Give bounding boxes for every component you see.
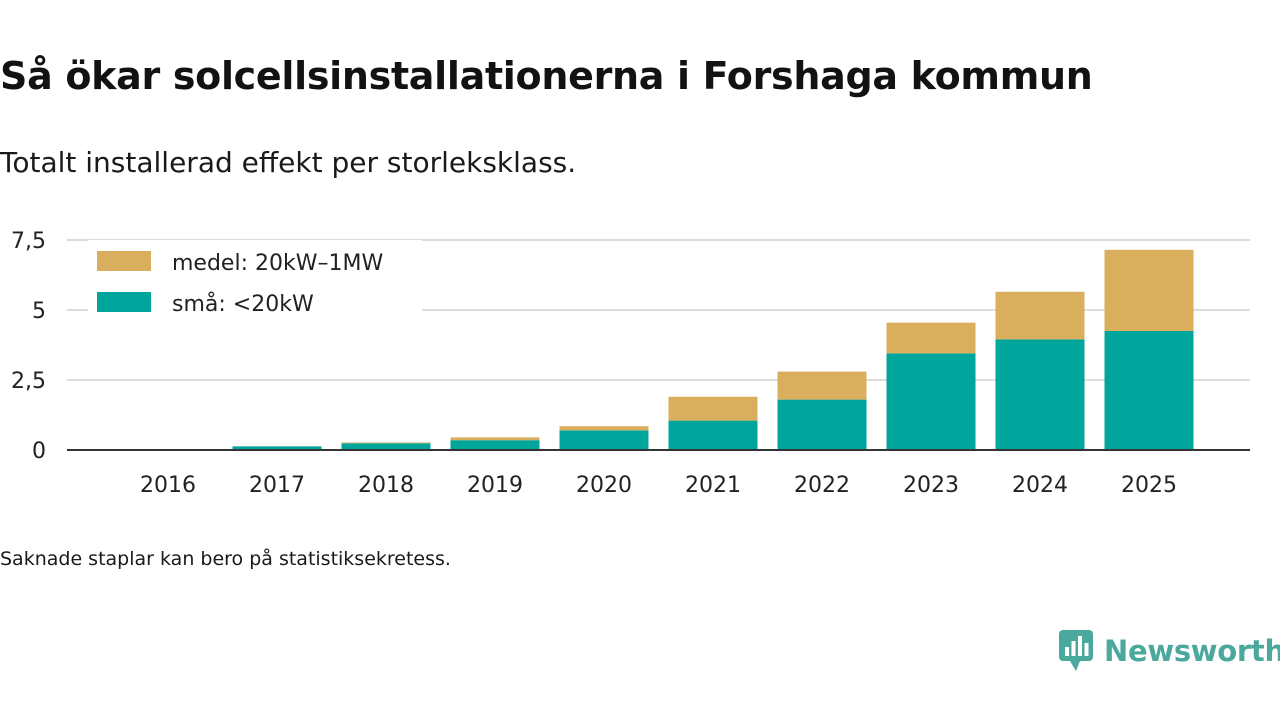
bar-segment-sma-2025: [1104, 331, 1194, 450]
bar-segment-medel-2020: [559, 426, 649, 431]
chart-subtitle: Totalt installerad effekt per storlekskl…: [0, 146, 577, 179]
bar-segment-medel-2023: [886, 322, 976, 354]
bar-segment-sma-2024: [995, 339, 1085, 450]
bar-segment-medel-2022: [777, 371, 867, 400]
x-tick-label: 2025: [1121, 473, 1177, 498]
chart-bubble-icon: [1059, 630, 1093, 671]
legend-swatch: [97, 292, 151, 312]
bar-segment-sma-2023: [886, 353, 976, 450]
x-tick-label: 2018: [358, 473, 414, 498]
x-tick-label: 2019: [467, 473, 523, 498]
bar-segment-sma-2021: [668, 420, 758, 450]
bar-segment-medel-2019: [450, 437, 540, 441]
bar-segment-sma-2017: [232, 446, 322, 450]
legend-swatch: [97, 251, 151, 271]
x-tick-label: 2016: [140, 473, 196, 498]
bar-segment-medel-2021: [668, 396, 758, 421]
y-tick-label: 0: [32, 439, 46, 464]
legend-label: medel: 20kW–1MW: [172, 251, 383, 276]
y-tick-labels: 0 2,5 5 7,5: [11, 229, 46, 464]
x-tick-label: 2021: [685, 473, 741, 498]
legend: medel: 20kW–1MW små: <20kW: [88, 240, 422, 332]
bar-segment-sma-2018: [341, 443, 431, 450]
x-tick-label: 2023: [903, 473, 959, 498]
y-tick-label: 7,5: [11, 229, 46, 254]
footnote: Saknade staplar kan bero på statistiksek…: [0, 548, 451, 570]
bar-segment-sma-2020: [559, 430, 649, 450]
brand-name: Newsworthy: [1104, 634, 1280, 668]
x-tick-label: 2017: [249, 473, 305, 498]
x-tick-label: 2020: [576, 473, 632, 498]
bar-segment-medel-2018: [341, 442, 431, 444]
brand-logo: Newsworthy: [1058, 628, 1280, 674]
x-tick-label: 2022: [794, 473, 850, 498]
bar-segment-sma-2022: [777, 399, 867, 450]
stacked-bar-chart: 0 2,5 5 7,5 2016 2017 2018 2019 2020 2021 2022 202…: [11, 229, 1250, 498]
bar-segment-sma-2019: [450, 440, 540, 450]
x-tick-labels: 2016 2017 2018 2019 2020 2021 2022 2023 2024 2025: [140, 473, 1177, 498]
bars: [123, 249, 1194, 450]
x-tick-label: 2024: [1012, 473, 1068, 498]
y-tick-label: 2,5: [11, 369, 46, 394]
bar-segment-medel-2025: [1104, 249, 1194, 331]
bar-segment-medel-2024: [995, 291, 1085, 340]
legend-label: små: <20kW: [172, 291, 314, 317]
y-tick-label: 5: [32, 299, 46, 324]
chart-title: Så ökar solcellsinstallationerna i Forsh…: [0, 54, 1093, 98]
